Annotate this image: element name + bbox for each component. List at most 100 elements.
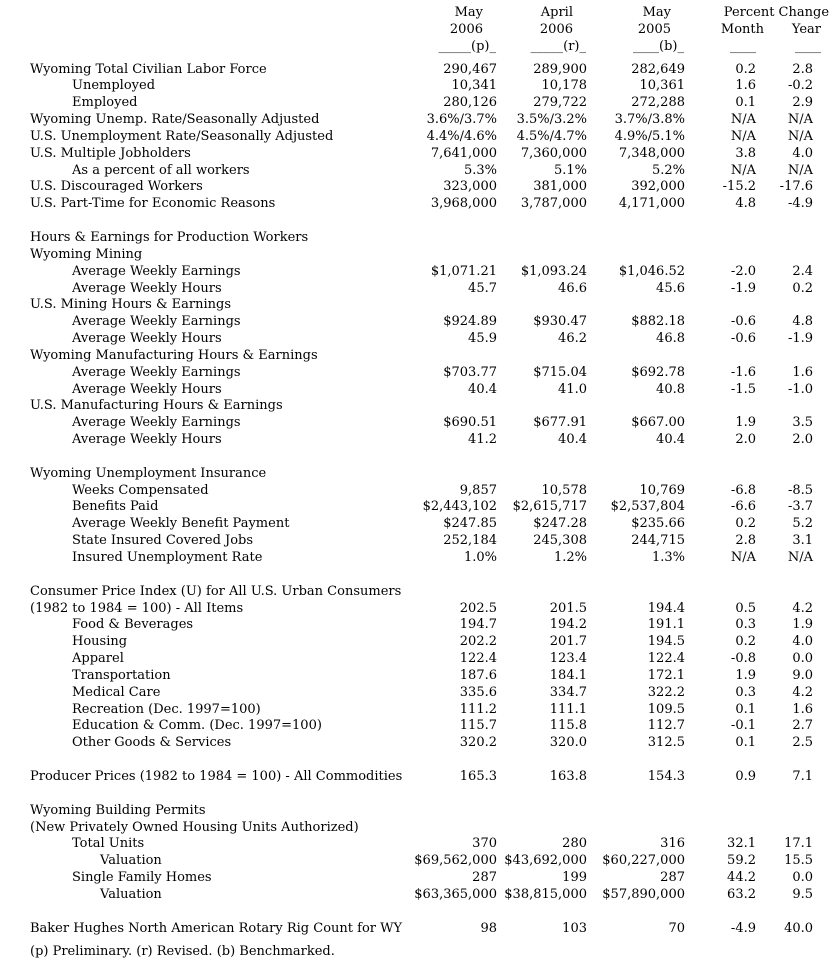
header-label-spacer [30,22,402,39]
header-pct-year: Year [791,21,822,37]
value-pct-year [756,803,813,820]
value-may-2006: 98 [480,920,497,936]
value-pct-year: 40.0 [784,920,814,936]
value-may-2006: 5.3% [463,162,497,178]
row-label: Producer Prices (1982 to 1984 = 100) - A… [30,768,403,784]
value-may-2006 [402,803,497,820]
header-rule-month: ____ [730,38,756,54]
value-pct-year: 1.6 [792,701,814,717]
value-may-2005: 10,769 [639,482,686,498]
row-label: Unemployed [72,78,156,94]
value-may-2005: $692.78 [631,364,685,380]
value-may-2006 [402,247,497,264]
value-may-2005: 154.3 [647,768,685,784]
value-may-2005: 194.4 [647,600,685,616]
row-label: Average Weekly Hours [72,381,222,397]
value-pct-year: 3.1 [792,533,814,549]
row-label: Wyoming Unemployment Insurance [30,465,267,481]
value-pct-month [685,584,756,601]
header-percent-change: Percent Change [723,5,830,20]
table-row: U.S. Discouraged Workers 323,000 381,000 39… [30,179,813,196]
row-label: U.S. Discouraged Workers [30,179,203,195]
header-rule-b: ____(b)_ [633,38,684,54]
value-may-2006 [402,398,497,415]
value-pct-year: 2.9 [792,95,814,111]
value-may-2005: $2,537,804 [610,499,685,515]
value-pct-year: 17.1 [784,836,814,852]
table-row: Wyoming Manufacturing Hours & Earnings [30,348,813,365]
value-pct-year: 0.0 [792,651,814,667]
value-pct-month: -15.2 [722,179,756,195]
table-row: Average Weekly Hours 45.7 46.6 45.6 -1.9 0.2 [30,281,813,298]
value-april-2006: $715.04 [533,364,587,380]
value-pct-year: N/A [787,112,814,128]
value-pct-year: -1.0 [787,381,814,397]
value-pct-year [756,297,813,314]
value-may-2005: $882.18 [631,314,685,330]
value-may-2005: 272,288 [631,95,685,111]
value-april-2006: 46.6 [558,280,587,296]
table-row: U.S. Manufacturing Hours & Earnings [30,398,813,415]
header-label-spacer [30,5,402,22]
value-april-2006: 163.8 [549,768,587,784]
value-april-2006: 199 [562,870,587,886]
value-pct-year: 2.0 [792,432,814,448]
value-may-2006: $924.89 [443,314,497,330]
header-label-spacer [30,39,402,62]
value-may-2006 [402,348,497,365]
value-may-2005 [587,297,685,314]
value-pct-month: -1.6 [730,364,756,380]
value-may-2006 [402,584,497,601]
table-row: Housing 202.2 201.7 194.5 0.2 4.0 [30,634,813,651]
table-row: Transportation 187.6 184.1 172.1 1.9 9.0 [30,668,813,685]
value-pct-year [756,466,813,483]
table-row: U.S. Multiple Jobholders 7,641,000 7,360,0… [30,146,813,163]
value-april-2006: 279,722 [533,95,587,111]
value-april-2006: 184.1 [549,667,587,683]
value-may-2006: $63,365,000 [414,886,497,902]
value-may-2005 [587,230,685,247]
value-may-2005 [587,247,685,264]
value-may-2006: 111.2 [459,701,497,717]
value-may-2005: 4.9%/5.1% [614,128,685,144]
row-label: U.S. Unemployment Rate/Seasonally Adjust… [30,128,334,144]
value-pct-year: 15.5 [784,853,814,869]
row-label: As a percent of all workers [72,162,250,178]
value-pct-year: -1.9 [787,331,814,347]
row-label: Wyoming Manufacturing Hours & Earnings [30,347,318,363]
value-pct-year: -0.2 [787,78,814,94]
value-pct-year: 9.0 [792,667,814,683]
row-label: Valuation [100,853,162,869]
value-pct-year: 5.2 [792,516,814,532]
table-row: Producer Prices (1982 to 1984 = 100) - A… [30,769,813,786]
value-pct-month [685,803,756,820]
row-label: (1982 to 1984 = 100) - All Items [30,600,244,616]
row-label: Medical Care [72,684,161,700]
value-pct-month: 63.2 [727,886,756,902]
value-pct-month: -0.8 [730,651,756,667]
header-rule-p: _____(p)_ [438,38,496,54]
row-label: Valuation [100,886,162,902]
value-pct-year: -4.9 [787,196,814,212]
row-label: State Insured Covered Jobs [72,533,254,549]
value-pct-year: 9.5 [792,886,814,902]
value-pct-month: 44.2 [727,870,756,886]
value-pct-month [685,297,756,314]
value-april-2006: 289,900 [533,61,587,77]
table-row: Average Weekly Hours 40.4 41.0 40.8 -1.5 -1.0 [30,382,813,399]
value-april-2006 [497,297,587,314]
value-april-2006: $43,692,000 [504,853,587,869]
value-april-2006: $247.28 [533,516,587,532]
table-row: Single Family Homes 287 199 287 44.2 0.0 [30,870,813,887]
value-pct-month [685,247,756,264]
value-pct-month: 0.2 [735,516,756,532]
table-row: Employed 280,126 279,722 272,288 0.1 2.9 [30,95,813,112]
value-pct-month: 0.1 [735,735,756,751]
value-pct-year: 3.5 [792,415,814,431]
value-pct-month: 1.9 [735,415,756,431]
value-may-2005 [587,398,685,415]
row-label: Housing [72,634,128,650]
value-april-2006 [497,584,587,601]
table-row: Benefits Paid $2,443,102 $2,615,717 $2,537,… [30,499,813,516]
value-pct-year: 2.4 [792,263,814,279]
